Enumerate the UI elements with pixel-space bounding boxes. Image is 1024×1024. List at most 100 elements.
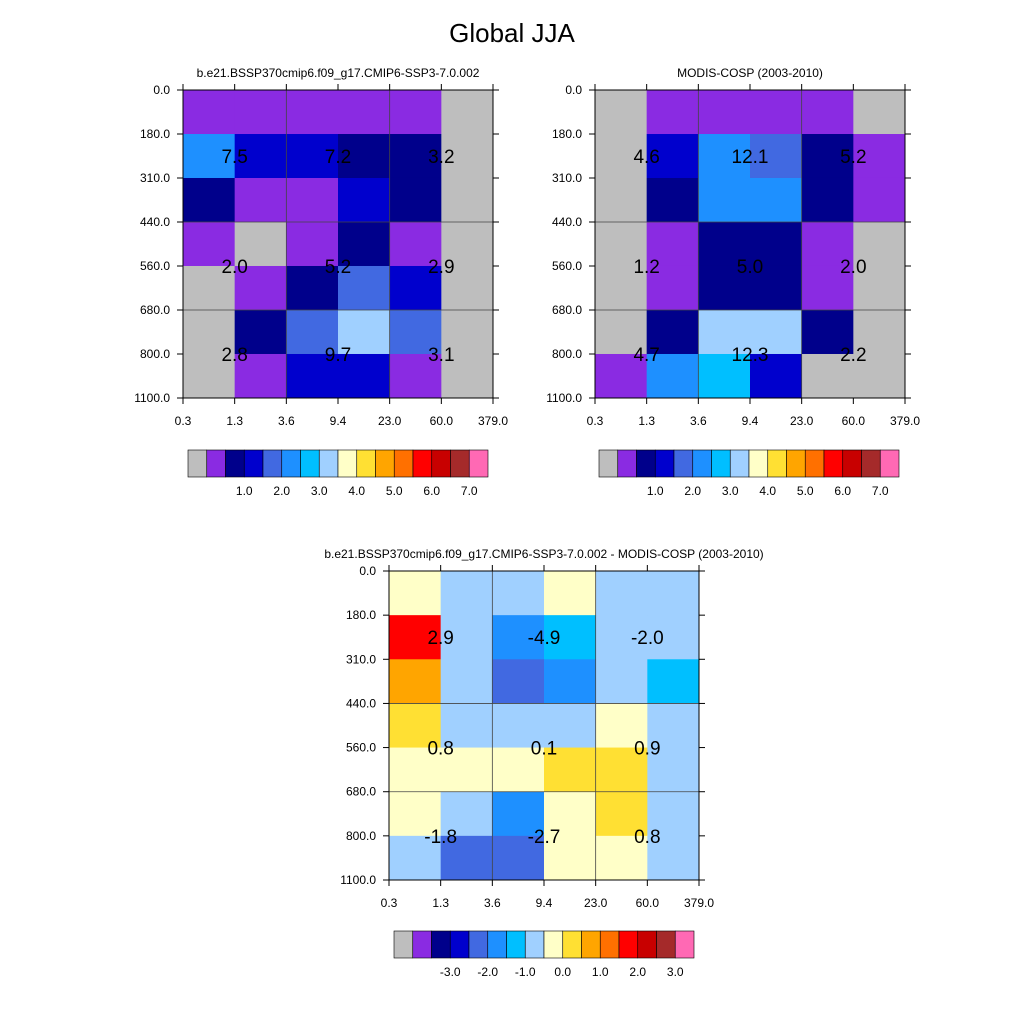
heatmap-cell	[492, 615, 545, 660]
y-tick-label: 440.0	[552, 215, 582, 229]
heatmap-cell	[595, 747, 648, 793]
y-tick-label: 800.0	[346, 829, 376, 843]
heatmap-cell	[853, 134, 906, 179]
data-label: 9.7	[325, 345, 351, 366]
colorbar-box	[225, 449, 245, 478]
heatmap-cell	[698, 134, 751, 179]
colorbar-box	[412, 449, 433, 478]
colorbar-box	[431, 449, 451, 478]
x-tick-label: 1.3	[226, 414, 243, 428]
data-label: 0.8	[427, 739, 453, 760]
y-tick-label: 180.0	[552, 127, 582, 141]
heatmap-cell	[853, 177, 906, 223]
heatmap-cell	[750, 90, 803, 135]
heatmap-cell	[286, 353, 339, 399]
heatmap-cell	[492, 571, 545, 616]
heatmap-cell	[440, 835, 493, 881]
heatmap-cell	[440, 703, 493, 749]
heatmap-cell	[595, 571, 648, 616]
data-label: 0.8	[634, 827, 660, 848]
heatmap-cell	[595, 791, 648, 837]
heatmap-cell	[646, 310, 699, 355]
heatmap-cell	[853, 222, 906, 267]
colorbar-box	[468, 930, 489, 959]
colorbar-label: 4.0	[759, 484, 776, 498]
colorbar-box	[692, 449, 712, 478]
heatmap-cell	[286, 265, 339, 311]
colorbar-box	[842, 449, 862, 478]
x-tick-label: 60.0	[430, 414, 454, 428]
heatmap-cell	[647, 791, 700, 837]
colorbar-box	[861, 449, 881, 478]
x-tick-label: 1.3	[432, 896, 449, 910]
heatmap-cell	[647, 835, 700, 881]
heatmap-cell	[853, 265, 906, 311]
data-label: 12.1	[732, 147, 769, 168]
colorbar-box	[206, 449, 226, 478]
heatmap-cell	[801, 310, 854, 355]
heatmap-cell	[595, 703, 648, 749]
heatmap-cell	[389, 835, 442, 881]
x-tick-label: 3.6	[690, 414, 707, 428]
heatmap-cell	[750, 222, 803, 267]
heatmap-cell	[389, 353, 442, 399]
heatmap-cell	[389, 134, 442, 179]
colorbar-box	[823, 449, 844, 478]
heatmap-cell	[441, 265, 494, 311]
data-label: 0.9	[634, 739, 660, 760]
colorbar-label: 3.0	[667, 965, 684, 979]
heatmap-cell	[183, 353, 236, 399]
x-tick-label: 60.0	[842, 414, 866, 428]
heatmap-cell	[286, 90, 339, 135]
colorbar-box	[748, 449, 769, 478]
heatmap-cell	[595, 310, 648, 355]
y-tick-label: 0.0	[153, 83, 170, 97]
colorbar-label: 7.0	[872, 484, 889, 498]
heatmap-cell	[338, 310, 391, 355]
heatmap-cell	[647, 659, 700, 704]
heatmap-cell	[338, 177, 391, 223]
heatmap-cell	[750, 134, 803, 179]
data-label: 2.9	[427, 628, 453, 649]
colorbar-box	[617, 449, 637, 478]
x-tick-label: 9.4	[536, 896, 553, 910]
heatmap-cell	[544, 659, 597, 704]
data-label: 3.2	[428, 147, 454, 168]
y-tick-label: 310.0	[346, 652, 376, 666]
heatmap-cell	[544, 615, 597, 660]
x-tick-label: 9.4	[742, 414, 759, 428]
heatmap-cell	[389, 222, 442, 267]
heatmap-cell	[234, 177, 287, 223]
heatmap-cell	[646, 134, 699, 179]
heatmap-cell	[492, 703, 545, 749]
colorbar-box	[618, 930, 639, 959]
heatmap-cell	[440, 791, 493, 837]
colorbar-box	[654, 449, 675, 478]
heatmap-cell	[595, 222, 648, 267]
colorbar-box	[598, 449, 619, 478]
data-label: 0.1	[531, 739, 557, 760]
heatmap-cell	[234, 134, 287, 179]
colorbar-box	[262, 449, 283, 478]
heatmap-cell	[801, 265, 854, 311]
colorbar-label: 0.0	[554, 965, 571, 979]
heatmap-cell	[286, 134, 339, 179]
heatmap-cell	[234, 353, 287, 399]
heatmap-cell	[595, 835, 648, 881]
heatmap-cell	[389, 703, 442, 749]
heatmap-cell	[492, 747, 545, 793]
heatmap-cell	[595, 90, 648, 135]
heatmap-cell	[750, 310, 803, 355]
heatmap-cell	[183, 222, 236, 267]
heatmap-cell	[646, 265, 699, 311]
colorbar-box	[636, 449, 656, 478]
heatmap-cell	[389, 90, 442, 135]
data-label: 2.8	[221, 345, 247, 366]
y-tick-label: 680.0	[140, 303, 170, 317]
x-tick-label: 379.0	[478, 414, 508, 428]
heatmap-cell	[801, 353, 854, 399]
colorbar-box	[674, 930, 695, 959]
heatmap-cell	[544, 791, 597, 837]
y-tick-label: 800.0	[140, 347, 170, 361]
heatmap-cell	[646, 353, 699, 399]
